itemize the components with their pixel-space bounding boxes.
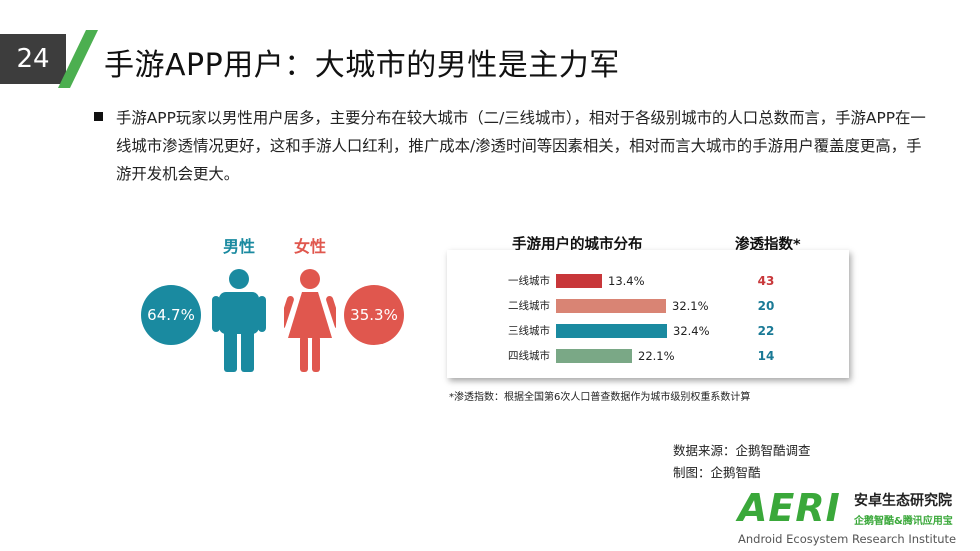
female-percentage: 35.3%: [350, 306, 398, 324]
bar-value-label: 32.4%: [673, 324, 710, 338]
male-percentage: 64.7%: [147, 306, 195, 324]
penetration-value: 22: [757, 324, 775, 338]
category-label: 四线城市: [508, 350, 550, 362]
female-label: 女性: [294, 237, 327, 256]
male-label: 男性: [223, 237, 256, 256]
bar-value-label: 13.4%: [608, 274, 645, 288]
logo-en-name: Android Ecosystem Research Institute: [738, 532, 957, 546]
city-bar: [556, 349, 632, 363]
bullet-text: 手游APP玩家以男性用户居多，主要分布在较大城市（二/三线城市），相对于各级别城…: [116, 109, 926, 183]
bar-value-label: 22.1%: [638, 349, 675, 363]
logo-letters: AERI: [738, 486, 841, 530]
chart-title: 手游用户的城市分布: [512, 237, 643, 253]
bar-value-label: 32.1%: [672, 299, 709, 313]
category-label: 一线城市: [508, 275, 550, 287]
footnote: *渗透指数：根据全国第6次人口普查数据作为城市级别权重系数计算: [449, 392, 751, 403]
city-bar: [556, 324, 667, 338]
page-number: 24: [0, 34, 66, 84]
header-slash-decoration: [56, 30, 100, 92]
penetration-title: 渗透指数*: [735, 237, 801, 253]
city-bar: [556, 299, 666, 313]
penetration-value: 43: [757, 274, 775, 288]
female-figure-icon: [284, 269, 336, 372]
category-label: 三线城市: [508, 325, 550, 337]
city-bar: [556, 274, 602, 288]
chart-box: [447, 250, 849, 378]
male-percentage-circle: 64.7%: [141, 285, 201, 345]
logo-cn-sub: 企鹅智酷&腾讯应用宝: [854, 516, 953, 527]
data-source: 数据来源：企鹅智酷调查: [673, 443, 811, 458]
chart-credit: 制图：企鹅智酷: [673, 465, 761, 480]
category-label: 二线城市: [508, 300, 550, 312]
penetration-value: 20: [757, 299, 775, 313]
male-figure-icon: [212, 269, 266, 372]
logo-cn-name: 安卓生态研究院: [854, 493, 952, 509]
female-percentage-circle: 35.3%: [344, 285, 404, 345]
page-title: 手游APP用户：大城市的男性是主力军: [104, 48, 620, 83]
penetration-value: 14: [757, 349, 775, 363]
bullet-square-icon: [94, 112, 103, 121]
